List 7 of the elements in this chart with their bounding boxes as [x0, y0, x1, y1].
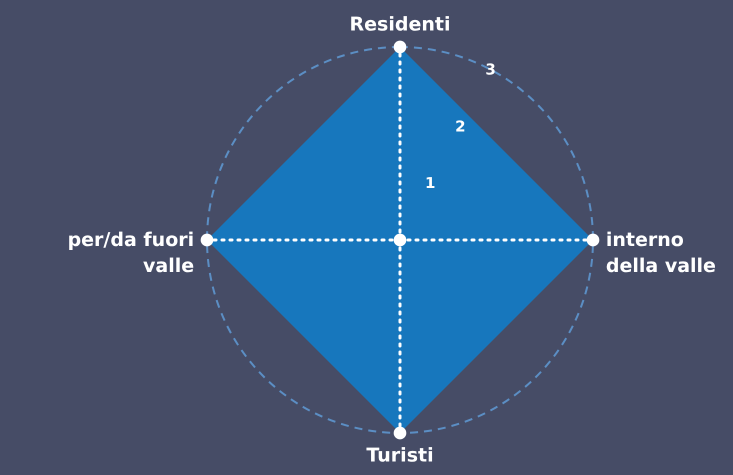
spoke-label: Turisti — [366, 444, 434, 467]
spoke-label: interno della valle — [606, 229, 716, 277]
spoke-label: per/da fuori valle — [68, 229, 194, 277]
y-tick-label: 3 — [485, 60, 496, 79]
y-tick-label: 2 — [455, 117, 466, 136]
y-tick-label: 1 — [424, 174, 436, 192]
spoke-label: Residenti — [350, 13, 450, 36]
